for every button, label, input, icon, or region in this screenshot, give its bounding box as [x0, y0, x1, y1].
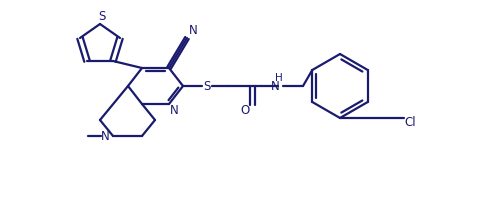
- Text: N: N: [189, 24, 197, 37]
- Text: S: S: [98, 10, 106, 22]
- Text: N: N: [101, 130, 109, 143]
- Text: H: H: [275, 73, 283, 83]
- Text: O: O: [240, 105, 250, 118]
- Text: N: N: [170, 103, 178, 116]
- Text: Cl: Cl: [404, 116, 416, 130]
- Text: N: N: [271, 79, 279, 92]
- Text: S: S: [203, 79, 211, 92]
